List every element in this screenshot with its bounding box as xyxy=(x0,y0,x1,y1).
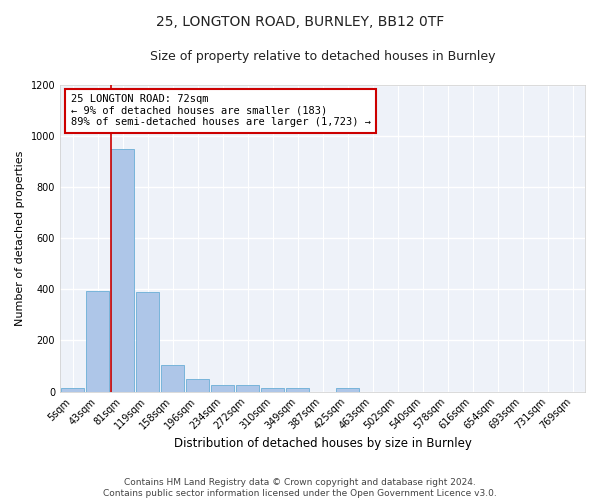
Bar xyxy=(286,388,309,392)
Bar xyxy=(211,385,234,392)
Bar xyxy=(111,149,134,392)
Text: Contains HM Land Registry data © Crown copyright and database right 2024.
Contai: Contains HM Land Registry data © Crown c… xyxy=(103,478,497,498)
Bar xyxy=(261,388,284,392)
Text: 25, LONGTON ROAD, BURNLEY, BB12 0TF: 25, LONGTON ROAD, BURNLEY, BB12 0TF xyxy=(156,15,444,29)
X-axis label: Distribution of detached houses by size in Burnley: Distribution of detached houses by size … xyxy=(173,437,472,450)
Text: 25 LONGTON ROAD: 72sqm
← 9% of detached houses are smaller (183)
89% of semi-det: 25 LONGTON ROAD: 72sqm ← 9% of detached … xyxy=(71,94,371,128)
Bar xyxy=(61,388,84,392)
Bar xyxy=(236,385,259,392)
Bar xyxy=(136,292,159,392)
Title: Size of property relative to detached houses in Burnley: Size of property relative to detached ho… xyxy=(150,50,495,63)
Bar xyxy=(336,388,359,392)
Y-axis label: Number of detached properties: Number of detached properties xyxy=(15,150,25,326)
Bar xyxy=(161,365,184,392)
Bar xyxy=(86,290,109,392)
Bar xyxy=(186,379,209,392)
